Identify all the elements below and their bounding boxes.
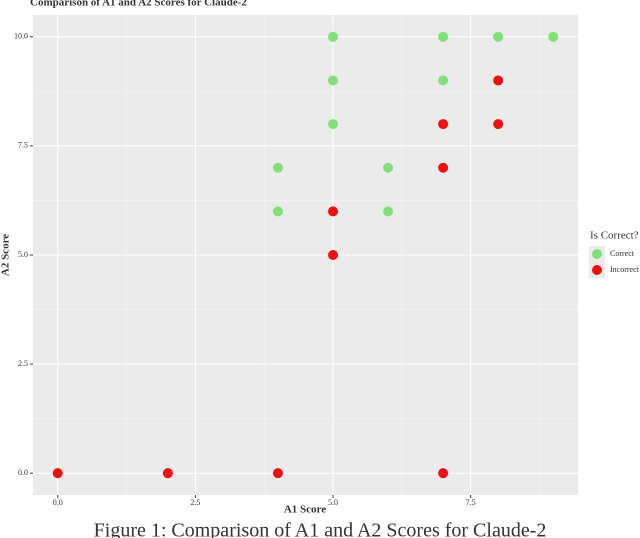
x-axis-label: A1 Score bbox=[284, 504, 326, 516]
y-tick-label: 0.0 bbox=[18, 468, 28, 477]
point bbox=[328, 75, 339, 86]
point bbox=[52, 468, 63, 479]
point bbox=[438, 468, 449, 479]
point bbox=[493, 119, 504, 130]
point bbox=[493, 75, 504, 86]
chart-title: Comparison of A1 and A2 Scores for Claud… bbox=[30, 0, 247, 9]
point bbox=[548, 31, 559, 42]
legend-title: Is Correct? bbox=[590, 230, 639, 242]
x-tick-label: 7.5 bbox=[466, 498, 476, 507]
x-tick-label: 2.5 bbox=[190, 498, 200, 507]
point bbox=[272, 162, 283, 173]
legend-marker bbox=[592, 265, 602, 275]
point bbox=[272, 468, 283, 479]
y-tick-label: 2.5 bbox=[18, 359, 28, 368]
point bbox=[162, 468, 173, 479]
y-tick-label: 7.5 bbox=[18, 141, 28, 150]
point bbox=[438, 31, 449, 42]
point bbox=[383, 162, 394, 173]
legend-label: Incorrect bbox=[610, 265, 640, 274]
y-tick-label: 5.0 bbox=[18, 250, 28, 259]
point bbox=[493, 31, 504, 42]
x-tick-label: 5.0 bbox=[328, 498, 338, 507]
y-tick-label: 10.0 bbox=[14, 32, 28, 41]
x-tick-label: 0.0 bbox=[53, 498, 63, 507]
point bbox=[328, 119, 339, 130]
legend-label: Correct bbox=[610, 249, 635, 258]
legend-marker bbox=[592, 249, 602, 259]
caption: Figure 1: Comparison of A1 and A2 Scores… bbox=[94, 520, 547, 538]
point bbox=[328, 250, 339, 260]
point bbox=[438, 75, 449, 86]
point bbox=[383, 206, 394, 217]
point bbox=[438, 119, 449, 130]
point bbox=[328, 206, 339, 217]
y-axis-label: A2 Score bbox=[0, 234, 12, 276]
point bbox=[438, 162, 449, 173]
point bbox=[328, 31, 339, 42]
point bbox=[272, 206, 283, 217]
